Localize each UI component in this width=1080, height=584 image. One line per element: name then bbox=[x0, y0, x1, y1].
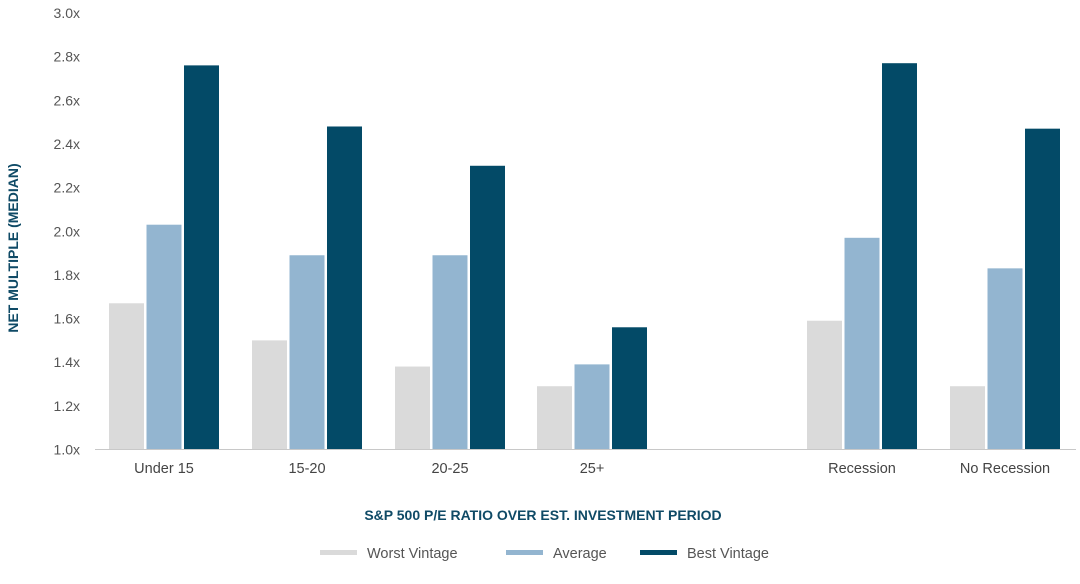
bar-best-vintage-20-25 bbox=[470, 165, 505, 450]
legend-swatch-best-vintage bbox=[640, 550, 677, 555]
y-tick-label: 2.8x bbox=[54, 49, 80, 65]
y-tick-label: 3.0x bbox=[54, 5, 80, 21]
y-axis-title: NET MULTIPLE (MEDIAN) bbox=[5, 163, 21, 332]
y-tick-label: 2.2x bbox=[54, 180, 80, 196]
x-tick-label: No Recession bbox=[960, 461, 1050, 477]
y-tick-label: 2.4x bbox=[54, 136, 80, 152]
y-tick-label: 1.2x bbox=[54, 398, 80, 414]
x-tick-label: 25+ bbox=[580, 461, 605, 477]
y-tick-label: 1.6x bbox=[54, 311, 80, 327]
bar-best-vintage-25 bbox=[612, 327, 647, 450]
bar-best-vintage-recession bbox=[882, 63, 917, 450]
bar-worst-vintage-no-recession bbox=[950, 386, 985, 450]
bar-average-no-recession bbox=[987, 268, 1023, 450]
bar-worst-vintage-15-20 bbox=[252, 340, 287, 450]
bar-best-vintage-no-recession bbox=[1025, 128, 1060, 450]
y-tick-label: 1.8x bbox=[54, 267, 80, 283]
bar-average-25 bbox=[574, 364, 610, 450]
y-tick-label: 2.0x bbox=[54, 223, 80, 239]
x-tick-label: Recession bbox=[828, 461, 896, 477]
bar-average-recession bbox=[844, 237, 880, 450]
bar-average-under-15 bbox=[146, 224, 182, 450]
y-tick-label: 2.6x bbox=[54, 92, 80, 108]
x-axis-title: S&P 500 P/E RATIO OVER EST. INVESTMENT P… bbox=[364, 507, 721, 523]
bars bbox=[109, 63, 1060, 450]
y-tick-label: 1.0x bbox=[54, 442, 80, 458]
x-tick-label: Under 15 bbox=[134, 461, 194, 477]
bar-worst-vintage-25 bbox=[537, 386, 572, 450]
legend-swatch-worst-vintage bbox=[320, 550, 357, 555]
x-tick-label: 20-25 bbox=[431, 461, 468, 477]
y-axis-ticks: 1.0x 1.2x 1.4x 1.6x 1.8x 2.0x 2.2x 2.4x 2.6x 2.8x… bbox=[54, 5, 80, 458]
bar-best-vintage-15-20 bbox=[327, 126, 362, 450]
bar-best-vintage-under-15 bbox=[184, 65, 219, 450]
legend: Worst Vintage Average Best Vintage bbox=[320, 546, 769, 562]
legend-swatch-average bbox=[506, 550, 543, 555]
bar-worst-vintage-recession bbox=[807, 320, 842, 450]
legend-label-worst-vintage: Worst Vintage bbox=[367, 546, 458, 562]
x-tick-label: 15-20 bbox=[288, 461, 325, 477]
bar-worst-vintage-20-25 bbox=[395, 366, 430, 450]
legend-label-best-vintage: Best Vintage bbox=[687, 546, 769, 562]
y-tick-label: 1.4x bbox=[54, 354, 80, 370]
bar-average-20-25 bbox=[432, 255, 468, 450]
bar-average-15-20 bbox=[289, 255, 325, 450]
x-axis-labels: Under 15 15-20 20-25 25+ Recession No Recessi… bbox=[134, 461, 1050, 477]
bar-worst-vintage-under-15 bbox=[109, 303, 144, 450]
legend-label-average: Average bbox=[553, 546, 607, 562]
